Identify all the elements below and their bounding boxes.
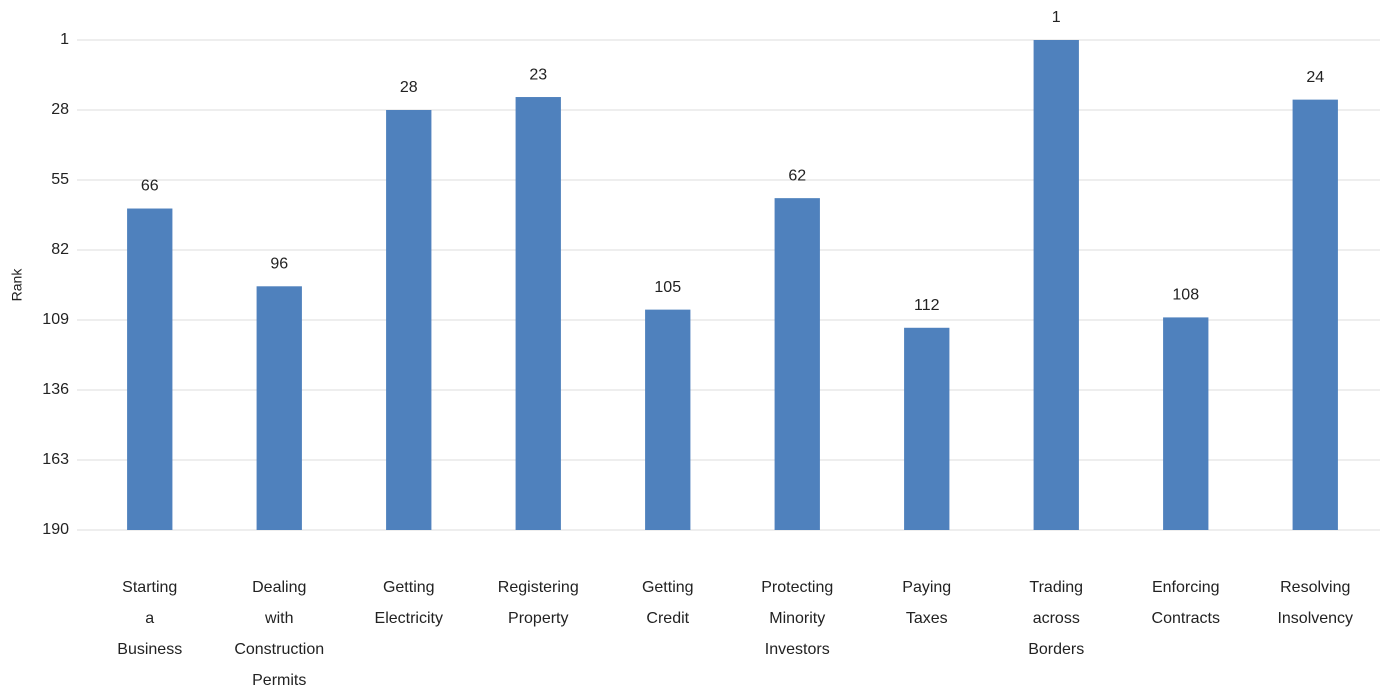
value-label: 112 <box>914 297 940 314</box>
bar <box>515 97 561 530</box>
value-label: 66 <box>141 178 159 195</box>
bar <box>1033 40 1079 530</box>
bar <box>127 208 173 530</box>
bar <box>645 309 691 530</box>
bar <box>386 110 432 530</box>
x-tick-label: Starting a Business <box>117 579 182 658</box>
value-label: 23 <box>529 66 547 83</box>
y-tick-label: 55 <box>51 171 69 188</box>
x-tick-label: Enforcing Contracts <box>1152 579 1220 627</box>
bar <box>774 198 820 531</box>
x-tick-label: Registering Property <box>498 579 579 627</box>
bar <box>1292 99 1338 530</box>
y-tick-label: 136 <box>42 381 69 398</box>
y-tick-label: 163 <box>42 451 69 468</box>
x-tick-label: Trading across Borders <box>1028 579 1084 658</box>
y-tick-label: 109 <box>42 311 69 328</box>
x-tick-label: Getting Electricity <box>375 579 443 627</box>
value-label: 28 <box>400 79 418 96</box>
bar <box>256 286 302 530</box>
value-label: 62 <box>788 167 806 184</box>
y-tick-label: 1 <box>60 31 69 48</box>
y-tick-label: 28 <box>51 101 69 118</box>
value-label: 1 <box>1052 9 1061 26</box>
y-tick-label: 190 <box>42 521 69 538</box>
bar <box>1163 317 1209 530</box>
bar <box>904 327 950 530</box>
value-label: 105 <box>654 279 681 296</box>
value-label: 108 <box>1172 287 1199 304</box>
x-tick-label: Resolving Insolvency <box>1277 579 1353 627</box>
value-label: 96 <box>270 256 288 273</box>
x-tick-label: Protecting Minority Investors <box>761 579 833 658</box>
value-label: 24 <box>1306 69 1324 86</box>
x-tick-label: Paying Taxes <box>902 579 951 627</box>
x-tick-label: Getting Credit <box>642 579 694 627</box>
y-tick-label: 82 <box>51 241 69 258</box>
x-tick-label: Dealing with Construction Permits <box>234 579 324 689</box>
y-axis-label: Rank <box>9 268 25 302</box>
